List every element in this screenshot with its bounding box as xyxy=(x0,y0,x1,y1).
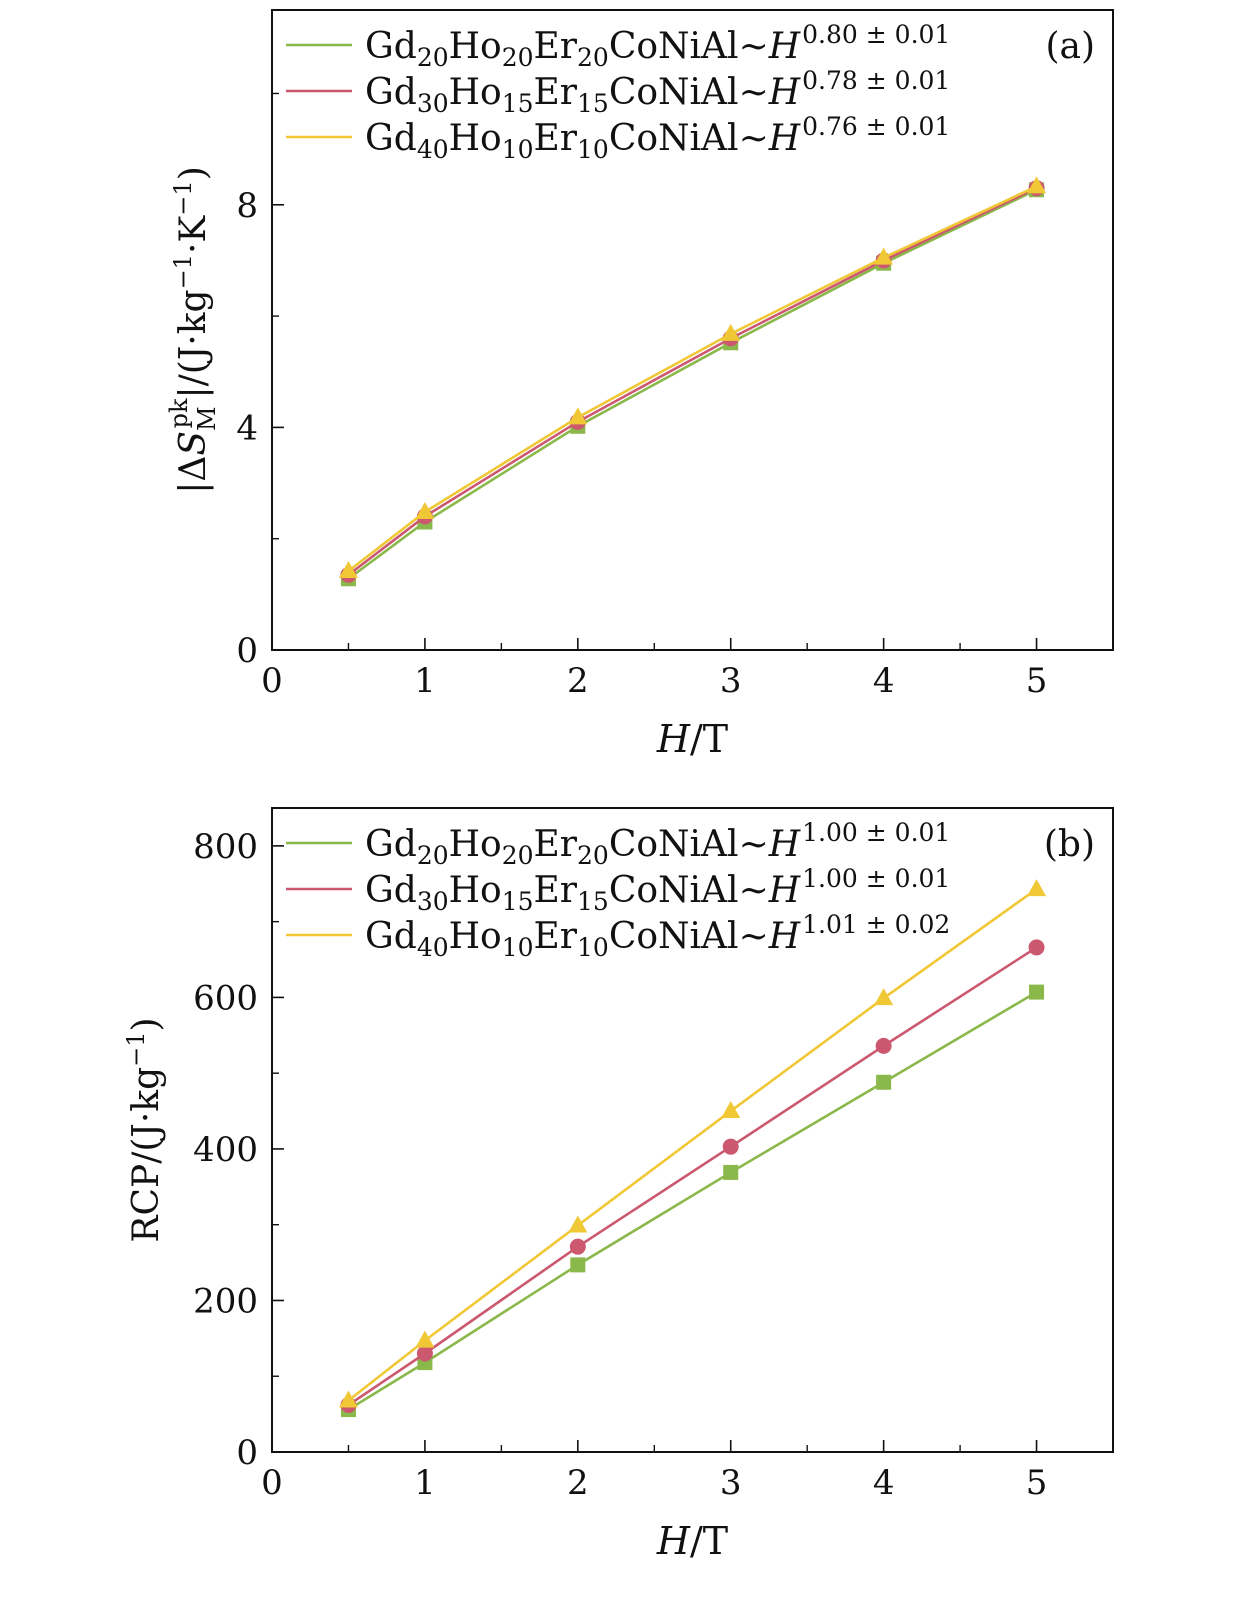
y-tick-label: 0 xyxy=(236,631,258,671)
data-point xyxy=(568,1215,588,1233)
series-line xyxy=(347,990,1038,1411)
x-tick-label: 5 xyxy=(1026,661,1048,701)
x-tick-label: 0 xyxy=(261,661,283,701)
panel-label: (b) xyxy=(1044,824,1095,865)
data-point xyxy=(723,1164,739,1180)
x-axis-label: H/T xyxy=(656,1519,728,1563)
y-tick-label: 200 xyxy=(193,1281,258,1321)
plot-frame xyxy=(271,807,1114,1453)
x-tick-label: 2 xyxy=(567,1463,589,1503)
plot-frame xyxy=(271,9,1114,651)
y-tick-label: 0 xyxy=(236,1433,258,1473)
data-point xyxy=(721,1101,741,1119)
y-tick-label: 8 xyxy=(236,186,258,226)
series-line xyxy=(347,185,1038,573)
x-tick-label: 1 xyxy=(414,1463,436,1503)
x-tick-label: 1 xyxy=(414,661,436,701)
x-axis-label: H/T xyxy=(656,717,728,761)
y-tick-label: 800 xyxy=(193,827,258,867)
data-point xyxy=(338,560,358,578)
legend-entry: Gd30Ho15Er15CoNiAl∼H0.78 ± 0.01 xyxy=(365,66,950,118)
legend-entry: Gd40Ho10Er10CoNiAl∼H1.01 ± 0.02 xyxy=(365,910,950,962)
data-point xyxy=(568,407,588,425)
y-axis-label: RCP/(J·kg−1) xyxy=(122,1017,167,1242)
data-point xyxy=(1027,176,1047,194)
y-tick-label: 400 xyxy=(193,1130,258,1170)
data-point xyxy=(1028,939,1045,956)
x-tick-label: 2 xyxy=(567,661,589,701)
data-point xyxy=(1027,879,1047,897)
x-tick-label: 5 xyxy=(1026,1463,1048,1503)
x-tick-label: 3 xyxy=(720,1463,742,1503)
x-tick-label: 4 xyxy=(873,1463,895,1503)
x-tick-label: 0 xyxy=(261,1463,283,1503)
data-point xyxy=(1029,984,1045,1000)
panel-b: 0 1 2 3 4 5 0 200 400 600 800 H/T RCP/(J·kg−1) (b) Gd2… xyxy=(122,807,1114,1563)
legend-entry: Gd20Ho20Er20CoNiAl∼H0.80 ± 0.01 xyxy=(365,20,950,72)
x-tick-label: 3 xyxy=(720,661,742,701)
y-axis-label: |ΔSMpk|/(J·kg−1·K−1) xyxy=(165,166,221,494)
data-point xyxy=(874,247,894,265)
data-point xyxy=(415,1330,435,1348)
series-line xyxy=(347,946,1038,1407)
y-tick-label: 600 xyxy=(193,978,258,1018)
data-point xyxy=(570,1257,586,1273)
legend-entry: Gd40Ho10Er10CoNiAl∼H0.76 ± 0.01 xyxy=(365,112,950,164)
series-line xyxy=(347,186,1038,576)
x-tick-label: 4 xyxy=(873,661,895,701)
data-point xyxy=(875,1037,892,1054)
y-tick-label: 4 xyxy=(236,408,258,448)
data-point xyxy=(338,1390,358,1408)
legend-entry: Gd30Ho15Er15CoNiAl∼H1.00 ± 0.01 xyxy=(365,864,950,916)
data-point xyxy=(874,988,894,1006)
data-point xyxy=(416,1345,433,1362)
legend-entry: Gd20Ho20Er20CoNiAl∼H1.00 ± 0.01 xyxy=(365,818,950,870)
series-line xyxy=(347,188,1038,580)
data-point xyxy=(722,1138,739,1155)
data-point xyxy=(569,1238,586,1255)
panel-a: 0 1 2 3 4 5 0 4 8 H/T |ΔSMpk|/(J·kg−1·K−1) (a) Gd20H… xyxy=(165,9,1114,761)
data-point xyxy=(415,501,435,519)
data-point xyxy=(876,1074,892,1090)
series-line xyxy=(347,888,1038,1402)
panel-label: (a) xyxy=(1045,26,1095,67)
data-point xyxy=(721,323,741,341)
